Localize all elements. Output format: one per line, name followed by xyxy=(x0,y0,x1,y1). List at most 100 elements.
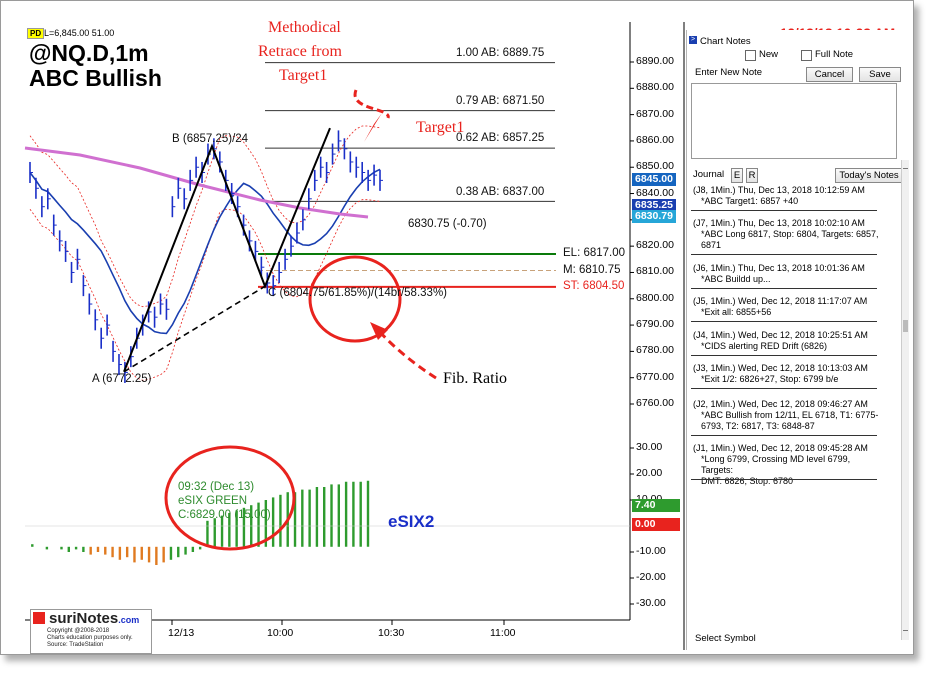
journal-entry-head: (J4, 1Min.) Wed, Dec 12, 2018 10:25:51 A… xyxy=(693,330,868,340)
journal-entry-body: *ABC Bullish from 12/11, EL 6718, T1: 67… xyxy=(701,410,879,420)
time-tick-1213: 12/13 xyxy=(168,627,195,639)
price-tick-label: 6810.00 xyxy=(636,265,674,278)
full-note-label: Full Note xyxy=(815,49,854,60)
osc-tick-label: -20.00 xyxy=(636,571,666,583)
journal-e-button[interactable]: E xyxy=(731,168,743,183)
osc-tick-label: 30.00 xyxy=(636,441,663,453)
journal-entry[interactable]: (J7, 1Min.) Thu, Dec 13, 2018 10:02:10 A… xyxy=(693,218,879,251)
time-tick-1030: 10:30 xyxy=(378,627,405,639)
point-a-label: A (6772.25) xyxy=(92,373,152,385)
osc-tick-label: -30.00 xyxy=(636,597,666,609)
methodical-arrow xyxy=(353,89,390,119)
scroll-thumb[interactable] xyxy=(903,320,908,332)
panel-title: Chart Notes xyxy=(700,36,751,47)
price-tick-label: 6840.00 xyxy=(636,186,674,199)
esix-circle xyxy=(164,445,296,551)
journal-entry[interactable]: (J8, 1Min.) Thu, Dec 13, 2018 10:12:59 A… xyxy=(693,185,879,207)
point-c-label: C (6804.75/61.85%)/(14br/58.33%) xyxy=(268,287,447,299)
ma1-price-tag: 6835.25 xyxy=(632,199,676,212)
surinotes-logo: suriNotes.com Copyright @2008-2018 Chart… xyxy=(30,609,152,654)
methodical-label-3: Target1 xyxy=(279,67,328,84)
price-tick-label: 6790.00 xyxy=(636,318,674,331)
pd-tag: PD xyxy=(27,28,45,39)
abc-pattern-lines xyxy=(123,127,331,373)
journal-entry[interactable]: (J4, 1Min.) Wed, Dec 12, 2018 10:25:51 A… xyxy=(693,330,879,352)
esix-label: eSIX2 xyxy=(388,512,435,531)
scroll-up-icon[interactable] xyxy=(903,162,908,169)
target1-label: Target1 xyxy=(416,119,465,136)
journal-entry-body: *ABC Target1: 6857 +40 xyxy=(701,196,799,206)
annotation-shapes xyxy=(164,89,437,551)
journal-separator xyxy=(691,479,877,480)
methodical-arrowhead-icon xyxy=(364,113,382,142)
level-lines xyxy=(258,62,556,288)
select-symbol-label: Select Symbol xyxy=(695,633,756,644)
journal-entry-head: (J8, 1Min.) Thu, Dec 13, 2018 10:12:59 A… xyxy=(693,185,865,195)
note-textarea[interactable] xyxy=(691,83,897,159)
change-readout: 6830.75 (-0.70) xyxy=(408,218,487,230)
osc-red-tag: 0.00 xyxy=(632,518,680,531)
level-st: ST: 6804.50 xyxy=(563,280,625,292)
journal-entry-body: *ABC Long 6817, Stop: 6804, Targets: 685… xyxy=(701,229,879,239)
price-tick-label: 6880.00 xyxy=(636,81,674,94)
bollinger-bands xyxy=(29,125,381,381)
journal-entry[interactable]: (J2, 1Min.) Wed, Dec 12, 2018 09:46:27 A… xyxy=(693,399,879,432)
level-el: EL: 6817.00 xyxy=(563,247,626,259)
journal-entry-body: *Exit all: 6855+56 xyxy=(701,307,772,317)
journal-separator xyxy=(691,321,877,322)
cancel-button[interactable]: Cancel xyxy=(806,67,853,82)
last-quote: L=6,845.00 51.00 xyxy=(44,28,115,38)
time-tick-1100: 11:00 xyxy=(490,627,516,639)
journal-entry-head: (J3, 1Min.) Wed, Dec 12, 2018 10:13:03 A… xyxy=(693,363,868,373)
ac-dashed-line xyxy=(123,285,266,373)
journal-entry[interactable]: (J6, 1Min.) Thu, Dec 13, 2018 10:01:36 A… xyxy=(693,263,879,285)
collapse-arrow-icon[interactable]: > xyxy=(689,36,697,44)
symbol-title: @NQ.D,1m xyxy=(29,40,149,66)
journal-entry-body: *Long 6799, Crossing MD level 6799, Targ… xyxy=(701,454,851,475)
journal-separator xyxy=(691,288,877,289)
journal-scrollbar[interactable] xyxy=(901,160,909,640)
full-note-checkbox[interactable] xyxy=(801,50,812,61)
scroll-down-icon[interactable] xyxy=(903,630,908,637)
level-ab100: 1.00 AB: 6889.75 xyxy=(456,47,545,59)
price-tick-label: 6860.00 xyxy=(636,133,674,146)
esix-time: 09:32 (Dec 13) xyxy=(178,481,255,493)
enter-note-label: Enter New Note xyxy=(695,67,763,78)
journal-entry[interactable]: (J5, 1Min.) Wed, Dec 12, 2018 11:17:07 A… xyxy=(693,296,879,318)
chart-notes-panel: > Chart Notes New Full Note Enter New No… xyxy=(686,30,909,650)
abc-path xyxy=(123,127,331,373)
price-tick-label: 6770.00 xyxy=(636,370,674,383)
esix-status: eSIX GREEN xyxy=(178,495,248,507)
price-tick-label: 6820.00 xyxy=(636,239,674,252)
price-tick-label: 6760.00 xyxy=(636,397,674,409)
journal-entry[interactable]: (J3, 1Min.) Wed, Dec 12, 2018 10:13:03 A… xyxy=(693,363,879,385)
logo-mark-icon xyxy=(33,612,45,624)
new-checkbox[interactable] xyxy=(745,50,756,61)
level-ab79: 0.79 AB: 6871.50 xyxy=(456,95,545,107)
ma2-price-tag: 6830.79 xyxy=(632,210,676,223)
journal-label: Journal xyxy=(693,169,725,180)
journal-r-button[interactable]: R xyxy=(746,168,758,183)
journal-entry-head: (J6, 1Min.) Thu, Dec 13, 2018 10:01:36 A… xyxy=(693,263,865,273)
logo-copyright: Copyright @2008-2018 xyxy=(47,628,110,634)
journal-separator xyxy=(691,435,877,436)
price-tick-label: 6800.00 xyxy=(636,291,674,304)
new-label: New xyxy=(759,49,779,60)
fib-ratio-label: Fib. Ratio xyxy=(443,370,508,387)
journal-entry[interactable]: (J1, 1Min.) Wed, Dec 12, 2018 09:45:28 A… xyxy=(693,443,879,487)
save-button[interactable]: Save xyxy=(859,67,901,82)
journal-separator xyxy=(691,355,877,356)
logo-domain: .com xyxy=(118,615,140,625)
todays-notes-button[interactable]: Today's Notes xyxy=(835,168,903,183)
time-tick-1000: 10:00 xyxy=(267,627,294,639)
journal-separator xyxy=(691,254,877,255)
journal-entry-head: (J7, 1Min.) Thu, Dec 13, 2018 10:02:10 A… xyxy=(693,218,865,228)
osc-green-tag: 7.40 xyxy=(632,499,680,512)
journal-entry-head: (J2, 1Min.) Wed, Dec 12, 2018 09:46:27 A… xyxy=(693,399,868,409)
journal-entry-body: DMT: 6826, Stop: 6780 xyxy=(701,476,794,486)
level-ab62: 0.62 AB: 6857.25 xyxy=(456,132,545,144)
methodical-label-1: Methodical xyxy=(268,19,341,36)
esix-close: C:6829.00 (15.00) xyxy=(178,509,271,521)
logo-line3: Source: TradeStation xyxy=(47,642,104,648)
